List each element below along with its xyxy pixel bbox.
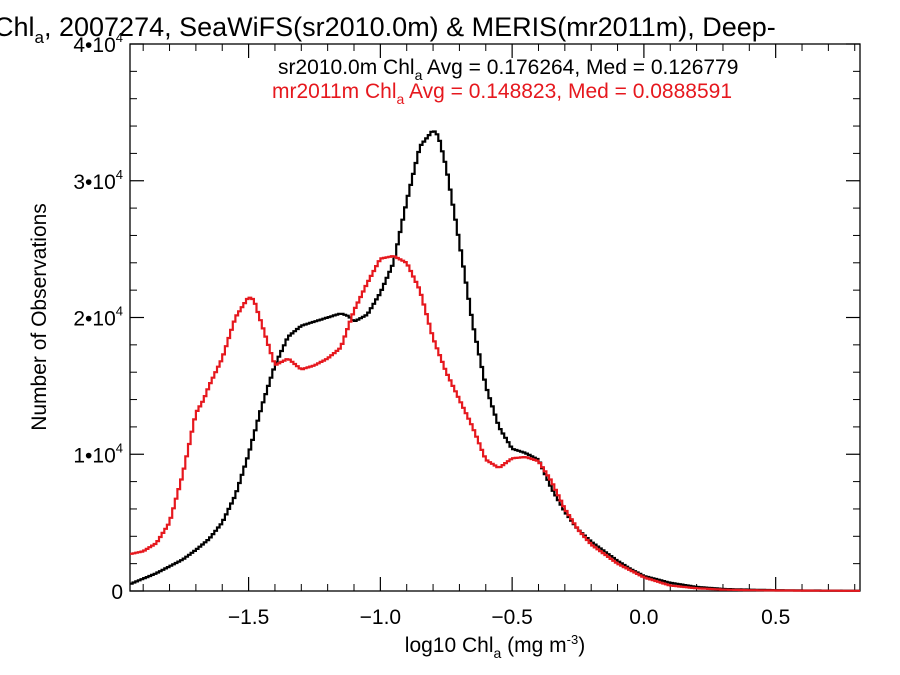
histogram-series <box>130 130 860 592</box>
title-subscript: a <box>35 28 45 47</box>
chart-title: Chla, 2007274, SeaWiFS(sr2010.0m) & MERI… <box>0 12 776 47</box>
x-tick-labels: −1.5 −1.0 −0.5 0.0 0.5 <box>228 606 790 629</box>
axis-ticks <box>130 43 860 592</box>
x-tick-label: 0.0 <box>629 606 658 629</box>
series-line-mr2011 <box>130 255 860 592</box>
y-tick-label: 4•104 <box>73 30 123 57</box>
plot-frame <box>129 43 861 592</box>
x-tick-label: −1.0 <box>360 606 401 629</box>
y-tick-label: 3•104 <box>73 167 123 194</box>
series-line-sr2010 <box>130 130 860 592</box>
y-axis-label: Number of Observations <box>28 203 51 431</box>
legend-entry-sr2010: sr2010.0m Chla Avg = 0.176264, Med = 0.1… <box>278 56 738 83</box>
x-tick-label: −0.5 <box>491 606 532 629</box>
y-tick-label: 0 <box>111 581 123 604</box>
x-tick-label: 0.5 <box>761 606 790 629</box>
x-axis-label: log10 Chla (mg m-3) <box>405 632 585 661</box>
y-tick-label: 2•104 <box>73 304 123 331</box>
y-tick-label: 1•104 <box>73 440 123 467</box>
legend-entry-mr2011: mr2011m Chla Avg = 0.148823, Med = 0.088… <box>272 80 732 107</box>
y-tick-labels: 0 1•104 2•104 3•104 4•104 <box>73 30 123 604</box>
x-tick-label: −1.5 <box>228 606 269 629</box>
